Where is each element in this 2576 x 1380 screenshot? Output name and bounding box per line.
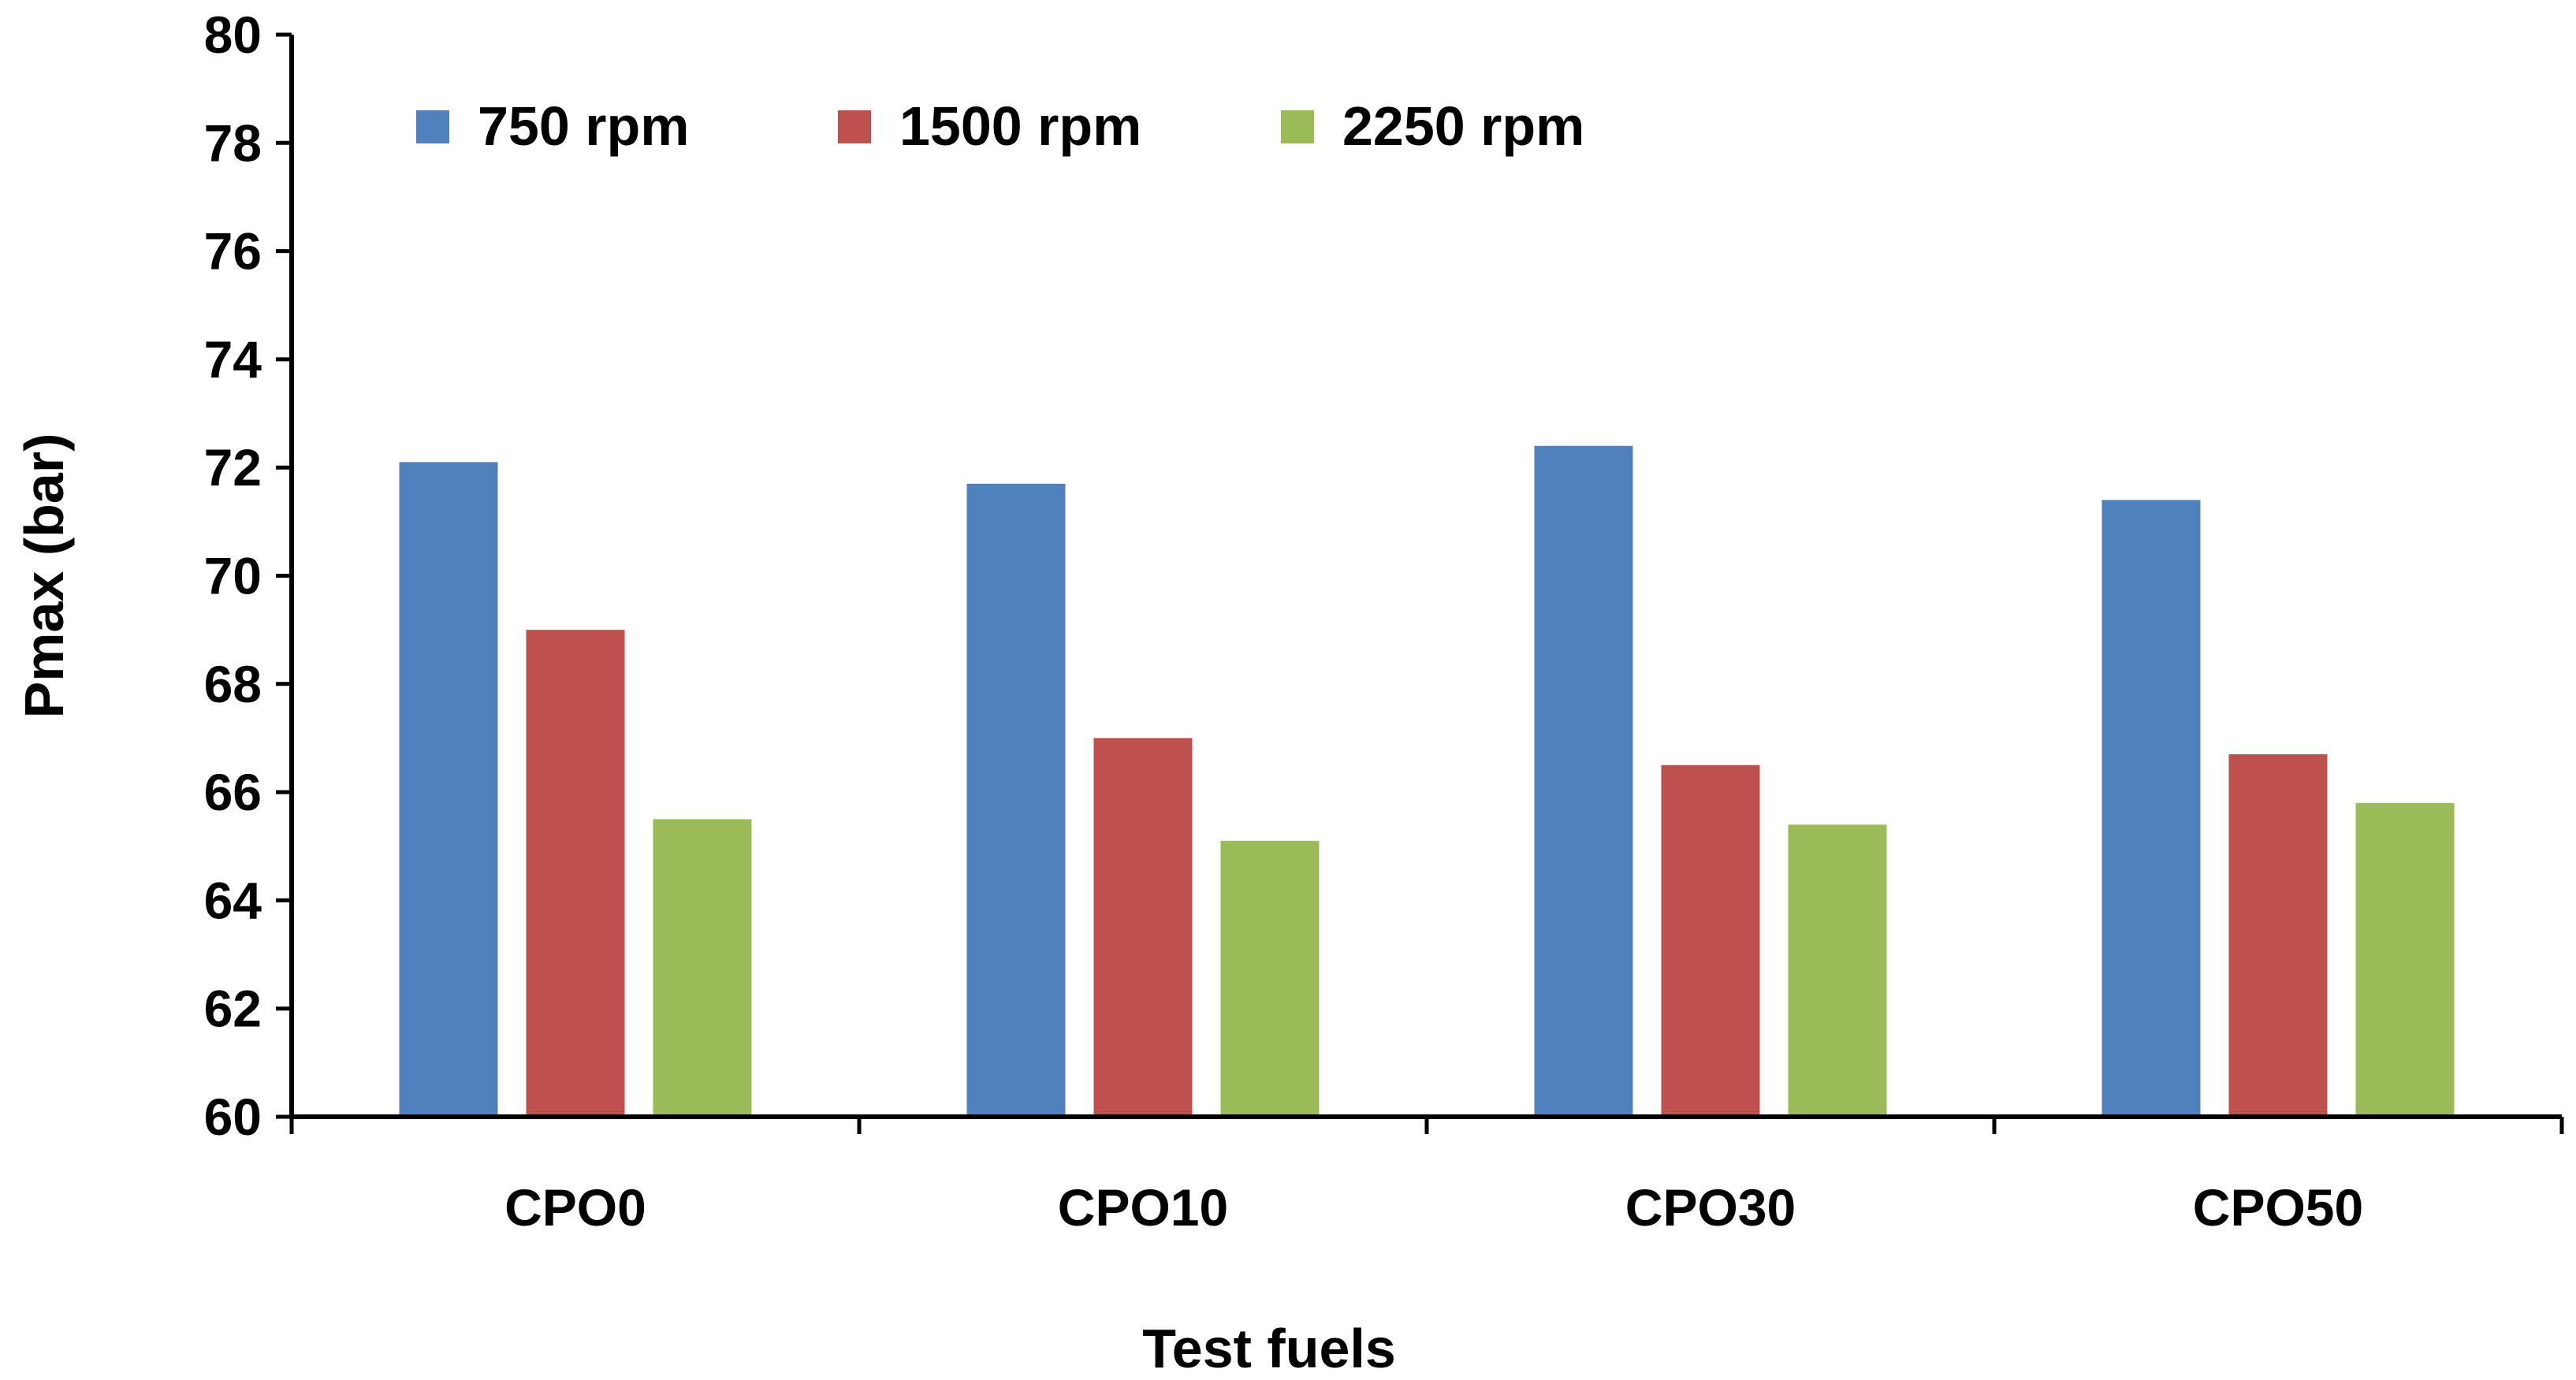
x-tick-label: CPO10 xyxy=(1058,1178,1228,1237)
bar-cpo10-series-3 xyxy=(1220,840,1320,1117)
bars-group xyxy=(399,445,2455,1117)
y-tick-label: 70 xyxy=(204,547,262,605)
bar-cpo30-series-1 xyxy=(1534,445,1633,1117)
y-axis-title: Pmax (bar) xyxy=(13,433,75,719)
legend-label: 750 rpm xyxy=(478,95,689,157)
legend: 750 rpm 1500 rpm 2250 rpm xyxy=(416,95,1584,157)
bar-cpo0-series-3 xyxy=(653,819,752,1117)
y-tick-label: 80 xyxy=(204,6,262,64)
y-tick-label: 62 xyxy=(204,980,262,1038)
x-tick-label: CPO0 xyxy=(504,1178,646,1237)
x-axis-labels: CPO0 CPO10 CPO30 CPO50 xyxy=(504,1178,2363,1237)
y-tick-label: 66 xyxy=(204,763,262,821)
legend-swatch xyxy=(1281,110,1314,143)
y-tick-label: 60 xyxy=(204,1088,262,1146)
legend-label: 2250 rpm xyxy=(1342,95,1584,157)
y-tick-label: 78 xyxy=(204,113,262,172)
y-tick-label: 68 xyxy=(204,655,262,713)
bar-cpo0-series-1 xyxy=(399,462,498,1117)
bar-cpo10-series-1 xyxy=(966,483,1066,1117)
y-tick-label: 72 xyxy=(204,438,262,497)
y-axis-ticks: 60 62 64 66 68 70 72 74 76 78 80 xyxy=(204,6,292,1146)
legend-label: 1500 rpm xyxy=(899,95,1141,157)
bar-cpo50-series-2 xyxy=(2228,754,2328,1117)
bar-cpo30-series-2 xyxy=(1661,764,1760,1117)
y-tick-label: 64 xyxy=(204,871,262,929)
bar-cpo30-series-3 xyxy=(1788,824,1887,1117)
x-tick-label: CPO50 xyxy=(2193,1178,2363,1237)
bar-cpo50-series-1 xyxy=(2101,500,2201,1117)
legend-swatch xyxy=(838,110,871,143)
y-tick-label: 74 xyxy=(204,330,262,389)
legend-swatch xyxy=(416,110,449,143)
bar-cpo0-series-2 xyxy=(526,630,625,1117)
bar-cpo50-series-3 xyxy=(2355,802,2455,1117)
axes xyxy=(289,35,2564,1134)
x-axis-title: Test fuels xyxy=(1142,1318,1396,1379)
y-tick-label: 76 xyxy=(204,222,262,281)
bar-cpo10-series-2 xyxy=(1093,738,1193,1117)
x-tick-label: CPO30 xyxy=(1625,1178,1796,1237)
